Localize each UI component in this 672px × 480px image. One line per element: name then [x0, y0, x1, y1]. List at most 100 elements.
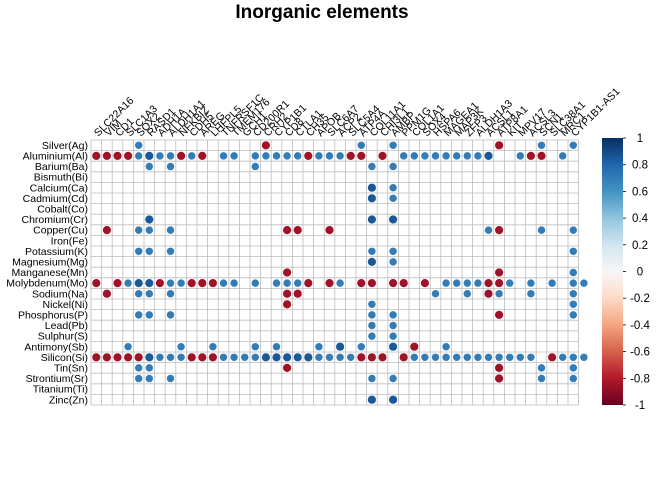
cell-dot — [272, 279, 281, 287]
cell-dot — [177, 353, 185, 362]
cell-dot — [166, 226, 175, 234]
row-label: Potassium(K) — [25, 246, 88, 258]
cell-dot — [315, 342, 323, 351]
cell-dot — [357, 353, 366, 362]
cell-dot — [378, 353, 387, 362]
row-label: Magnesium(Mg) — [12, 257, 88, 269]
cell-dot — [452, 353, 461, 362]
cell-dot — [389, 141, 397, 150]
cell-dot — [208, 353, 217, 362]
cell-dot — [495, 289, 503, 298]
cell-dot — [208, 279, 217, 288]
cell-dot — [325, 152, 334, 160]
cell-dot — [166, 279, 175, 287]
cell-dot — [537, 364, 546, 372]
cell-dot — [463, 152, 472, 160]
cell-dot — [293, 152, 302, 160]
cell-dot — [272, 152, 281, 160]
row-labels: Silver(Ag)Aluminium(Al)Barium(Ba)Bismuth… — [6, 140, 88, 406]
cell-dot — [558, 353, 567, 362]
cell-dot — [580, 279, 588, 287]
cell-dot — [368, 300, 376, 309]
colorbar-tick-label: -0.4 — [630, 320, 650, 332]
cell-dot — [558, 152, 567, 160]
colorbar-legend: 1 0.8 0.6 0.4 0.2 0 -0.2 -0.4 -0.6 -0.8 -1 — [602, 133, 651, 412]
cell-dot — [421, 152, 429, 160]
cell-dot — [389, 342, 398, 351]
cell-dot — [389, 183, 397, 192]
cell-dot — [495, 226, 504, 235]
cell-dot — [474, 152, 482, 160]
colorbar-tick-label: 1 — [637, 133, 643, 145]
cell-dot — [102, 289, 111, 298]
cell-dot — [113, 151, 122, 160]
row-label: Aluminium(Al) — [23, 151, 88, 163]
cell-dot — [495, 374, 504, 383]
cell-dot — [134, 152, 143, 160]
cell-dot — [410, 342, 419, 351]
cell-dot — [293, 353, 302, 362]
cell-dot — [177, 151, 186, 160]
cell-dot — [134, 353, 143, 362]
cell-dot — [463, 353, 472, 362]
row-label: Molybdenum(Mo) — [6, 278, 88, 290]
row-label: Nickel(Ni) — [43, 299, 89, 311]
cell-dot — [527, 353, 535, 362]
cell-dot — [102, 226, 111, 235]
row-label: Zinc(Zn) — [49, 394, 88, 406]
cell-dot — [187, 152, 196, 160]
colorbar-tick-label: -0.8 — [630, 373, 650, 385]
cell-dot — [134, 289, 143, 298]
cell-dot — [368, 311, 376, 319]
cell-dot — [484, 226, 493, 234]
cell-dot — [548, 353, 557, 362]
cell-dot — [145, 374, 154, 383]
cell-dot — [505, 279, 514, 287]
cell-dot — [177, 279, 185, 287]
cell-dot — [442, 353, 450, 362]
cell-dot — [113, 279, 122, 288]
row-label: Copper(Cu) — [33, 225, 88, 237]
cell-dot — [251, 342, 260, 351]
cell-dot — [230, 279, 238, 287]
row-label: Strontium(Sr) — [26, 373, 88, 385]
cell-dot — [495, 279, 504, 288]
colorbar-tick-label: 0.6 — [632, 186, 648, 198]
cell-dot — [134, 141, 143, 150]
cell-dot — [251, 279, 260, 287]
row-label: Silver(Ag) — [42, 140, 88, 152]
cell-dot — [410, 353, 419, 362]
cell-dot — [283, 363, 292, 372]
row-label: Antimony(Sb) — [24, 341, 88, 353]
cell-dot — [389, 395, 398, 404]
cell-dot — [336, 279, 344, 287]
cell-dot — [495, 310, 504, 319]
colorbar-tick-label: 0.2 — [632, 240, 648, 252]
cell-dot — [283, 353, 292, 362]
cell-dot — [219, 279, 228, 287]
cell-dot — [155, 279, 164, 288]
colorbar-tick-label: 0 — [637, 267, 643, 279]
cell-dot — [452, 152, 461, 160]
row-label: Cadmium(Cd) — [23, 193, 88, 205]
heatmap-grid — [90, 139, 579, 406]
cell-dot — [230, 152, 238, 160]
row-label: Manganese(Mn) — [12, 267, 88, 279]
cell-dot — [336, 342, 345, 351]
cell-dot — [516, 152, 525, 160]
colorbar-tick-label: -0.6 — [630, 347, 650, 359]
colorbar-tick-label: -1 — [635, 400, 645, 412]
cell-dot — [346, 353, 355, 362]
colorbar-tick-label: 0.4 — [632, 213, 649, 225]
cell-dot — [187, 353, 196, 362]
cell-dot — [569, 374, 578, 383]
cell-dot — [346, 151, 355, 160]
cell-dot — [166, 289, 175, 298]
cell-dot — [537, 141, 546, 150]
cell-dot — [92, 279, 101, 288]
cell-dot — [399, 152, 408, 160]
cell-dot — [134, 374, 143, 383]
cell-dot — [367, 183, 376, 192]
cell-dot — [293, 279, 302, 287]
